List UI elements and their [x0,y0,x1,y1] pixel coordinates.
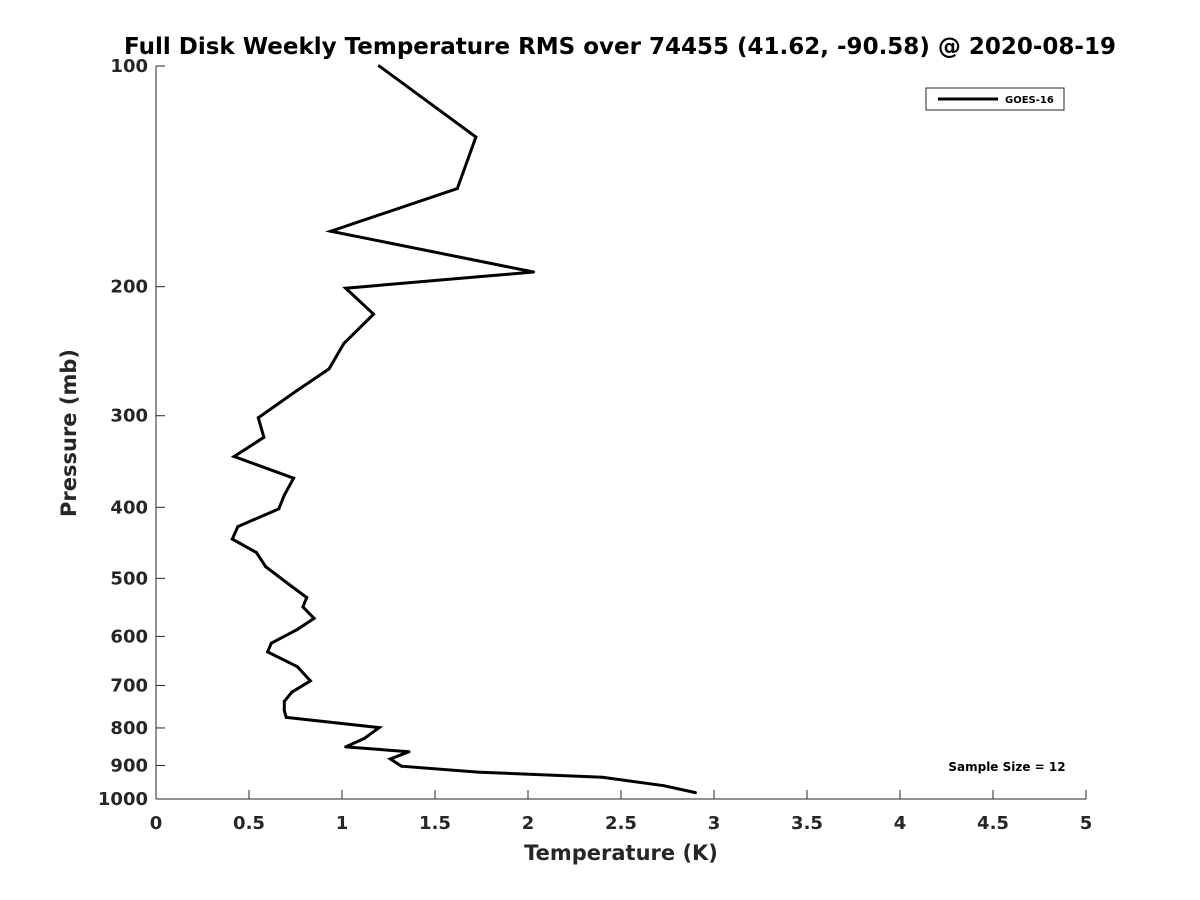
data-point [295,388,299,392]
data-point [476,770,480,774]
data-point [455,187,459,191]
y-tick-label: 700 [110,675,148,696]
legend-label-goes-16: GOES-16 [1005,95,1054,106]
data-point [292,476,296,480]
x-tick-label: 1 [336,813,349,834]
y-tick-label: 500 [110,568,148,589]
data-point [295,627,299,631]
chart-title: Full Disk Weekly Temperature RMS over 74… [124,34,1116,60]
data-point [282,493,286,497]
data-point [312,616,316,620]
x-tick-label: 5 [1080,813,1093,834]
data-point [308,679,312,683]
data-point [232,455,236,458]
series-layer [230,64,697,795]
data-point [305,596,309,599]
y-tick-label: 300 [110,406,148,427]
data-point [282,708,286,712]
data-point [662,784,666,788]
y-tick-label: 400 [110,497,148,518]
y-tick-label: 100 [110,56,148,77]
x-tick-label: 3.5 [791,813,823,834]
data-point [377,64,381,68]
x-tick-label: 1.5 [419,813,451,834]
plot-frame [156,66,1086,799]
data-point [236,525,240,529]
data-point [532,270,536,274]
data-point [377,726,381,730]
sample-size-annotation: Sample Size = 12 [948,760,1065,774]
x-tick-label: 4.5 [977,813,1009,834]
y-tick-label: 600 [110,626,148,647]
legend: GOES-16 [925,87,1065,111]
y-ticks: 100 200 300 400 500 600 700 800 900 1000 [98,56,165,810]
x-ticks: 0 0.5 1 1.5 2 2.5 3 3.5 4 4.5 5 [150,790,1093,834]
x-tick-label: 0 [150,813,163,834]
x-tick-label: 2.5 [605,813,637,834]
y-tick-label: 900 [110,755,148,776]
data-point [290,690,294,694]
data-point [400,764,403,768]
data-point [254,551,258,554]
data-point [344,286,348,290]
data-point [256,416,260,420]
data-point [600,775,604,779]
data-point [262,435,266,439]
y-tick-label: 800 [110,718,148,739]
data-point [693,791,697,795]
data-point [329,229,333,233]
x-axis-label: Temperature (K) [524,841,718,865]
data-point [327,367,331,371]
data-point [301,605,305,609]
data-point [362,737,366,740]
data-point [269,641,273,645]
data-point [342,341,346,345]
data-point [344,745,348,749]
y-tick-label: 1000 [98,789,148,810]
data-point [372,312,376,316]
y-tick-label: 200 [110,277,148,298]
data-point [284,715,288,719]
data-point [474,135,478,139]
data-point [282,699,286,703]
data-point [290,585,294,588]
x-tick-label: 2 [522,813,535,834]
x-tick-label: 3 [708,813,721,834]
x-tick-label: 4 [894,813,907,834]
data-point [295,665,299,669]
data-point [266,650,270,654]
data-point [230,537,234,541]
data-point [264,565,268,569]
data-point [388,757,392,761]
data-point [407,750,411,754]
data-point [277,507,281,511]
y-axis-label: Pressure (mb) [57,349,81,517]
x-tick-label: 0.5 [233,813,265,834]
